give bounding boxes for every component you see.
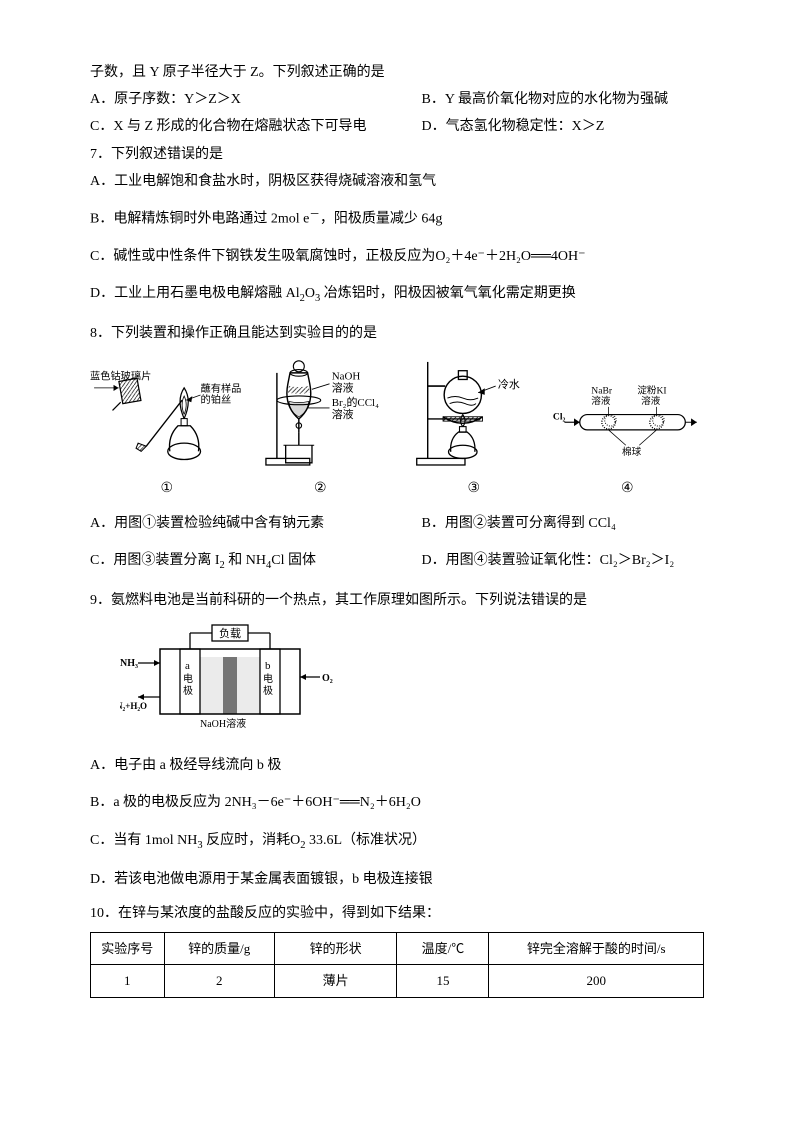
table-row: 1 2 薄片 15 200 bbox=[91, 965, 704, 997]
q6-opt-b: B．Y 最高价氧化物对应的水化物为强碱 bbox=[422, 87, 704, 112]
table-header-row: 实验序号 锌的质量/g 锌的形状 温度/℃ 锌完全溶解于酸的时间/s bbox=[91, 932, 704, 964]
svg-text:电: 电 bbox=[183, 672, 193, 685]
q7-opt-a: A．工业电解饱和食盐水时，阴极区获得烧碱溶液和氢气 bbox=[90, 169, 704, 194]
svg-text:b: b bbox=[265, 660, 271, 672]
svg-text:a: a bbox=[185, 660, 190, 672]
svg-text:电: 电 bbox=[263, 672, 273, 685]
svg-text:NaBr: NaBr bbox=[591, 385, 613, 396]
q10-table: 实验序号 锌的质量/g 锌的形状 温度/℃ 锌完全溶解于酸的时间/s 1 2 薄… bbox=[90, 932, 704, 998]
q8-fig2: NaOH 溶液 Br₂的CCl₄ 溶液 bbox=[244, 340, 398, 472]
svg-text:Br₂的CCl₄: Br₂的CCl₄ bbox=[331, 395, 378, 409]
q10-stem: 10．在锌与某浓度的盐酸反应的实验中，得到如下结果： bbox=[90, 901, 704, 926]
svg-text:NH₃: NH₃ bbox=[120, 658, 138, 669]
q8-fig1-label-wire: 蘸有样品 bbox=[201, 382, 242, 395]
th-4: 锌完全溶解于酸的时间/s bbox=[489, 932, 704, 964]
q9-figure: 负载 a 电 极 b 电 极 NH₃ N₂+H₂O O₂ NaOH溶液 bbox=[120, 619, 704, 743]
q9-opt-d: D．若该电池做电源用于某金属表面镀银，b 电极连接银 bbox=[90, 867, 704, 892]
svg-text:溶液: 溶液 bbox=[331, 407, 353, 421]
q6-opt-d: D．气态氢化物稳定性：X＞Z bbox=[422, 114, 704, 139]
svg-text:NaOH溶液: NaOH溶液 bbox=[200, 717, 246, 730]
svg-text:溶液: 溶液 bbox=[591, 395, 611, 407]
svg-text:冷水: 冷水 bbox=[498, 379, 520, 392]
svg-text:O₂: O₂ bbox=[322, 673, 333, 684]
q7-opt-b: B．电解精炼铜时外电路通过 2mol e－，阳极质量减少 64g bbox=[90, 206, 704, 232]
q7-stem: 7．下列叙述错误的是 bbox=[90, 142, 704, 167]
q8-opt-a: A．用图①装置检验纯碱中含有钠元素 bbox=[90, 511, 422, 536]
q6-stem-cont: 子数，且 Y 原子半径大于 Z。下列叙述正确的是 bbox=[90, 60, 704, 85]
th-0: 实验序号 bbox=[91, 932, 165, 964]
svg-text:极: 极 bbox=[183, 684, 193, 697]
svg-text:N₂+H₂O: N₂+H₂O bbox=[120, 701, 147, 711]
q8-opt-b: B．用图②装置可分离得到 CCl₄ bbox=[422, 511, 704, 536]
q8-fig3: 冷水 bbox=[397, 340, 551, 472]
q8-opt-d: D．用图④装置验证氧化性：Cl₂＞Br₂＞I₂ bbox=[422, 548, 704, 576]
svg-text:负载: 负载 bbox=[219, 626, 241, 640]
th-1: 锌的质量/g bbox=[164, 932, 274, 964]
q6-opt-c: C．X 与 Z 形成的化合物在熔融状态下可导电 bbox=[90, 114, 422, 139]
svg-text:Cl₂: Cl₂ bbox=[552, 411, 565, 422]
q8-fig4: Cl₂ NaBr 溶液 淀粉KI 溶液 棉球 bbox=[551, 357, 705, 472]
q8-opt-c: C．用图③装置分离 I2 和 NH4Cl 固体 bbox=[90, 548, 422, 576]
q8-fig1-label-glass: 蓝色钴玻璃片 bbox=[90, 370, 151, 383]
q8-fig1: 蓝色钴玻璃片 蘸有样品 的铂丝 bbox=[90, 349, 244, 472]
svg-text:的铂丝: 的铂丝 bbox=[201, 393, 232, 406]
q7-opt-d: D．工业上用石墨电极电解熔融 Al2O3 冶炼铝时，阳极因被氧气氧化需定期更换 bbox=[90, 281, 704, 309]
q9-opt-c: C．当有 1mol NH3 反应时，消耗O2 33.6L（标准状况） bbox=[90, 828, 704, 856]
q8-figures-row: 蓝色钴玻璃片 蘸有样品 的铂丝 bbox=[90, 352, 704, 472]
th-2: 锌的形状 bbox=[274, 932, 397, 964]
th-3: 温度/℃ bbox=[397, 932, 489, 964]
svg-text:溶液: 溶液 bbox=[331, 381, 353, 395]
svg-text:极: 极 bbox=[263, 684, 273, 697]
q7-opt-c: C．碱性或中性条件下钢铁发生吸氧腐蚀时，正极反应为O₂＋4e⁻＋2H₂O══4O… bbox=[90, 244, 704, 269]
svg-text:棉球: 棉球 bbox=[621, 446, 641, 458]
q8-fig-numbers: ① ② ③ ④ bbox=[90, 476, 704, 501]
q9-opt-a: A．电子由 a 极经导线流向 b 极 bbox=[90, 753, 704, 778]
q9-stem: 9．氨燃料电池是当前科研的一个热点，其工作原理如图所示。下列说法错误的是 bbox=[90, 588, 704, 613]
svg-text:淀粉KI: 淀粉KI bbox=[637, 384, 666, 396]
q9-opt-b: B．a 极的电极反应为 2NH₃－6e⁻＋6OH⁻══N₂＋6H₂O bbox=[90, 790, 704, 815]
svg-text:溶液: 溶液 bbox=[641, 395, 661, 407]
q6-opt-a: A．原子序数：Y＞Z＞X bbox=[90, 87, 422, 112]
svg-text:NaOH: NaOH bbox=[331, 371, 360, 383]
